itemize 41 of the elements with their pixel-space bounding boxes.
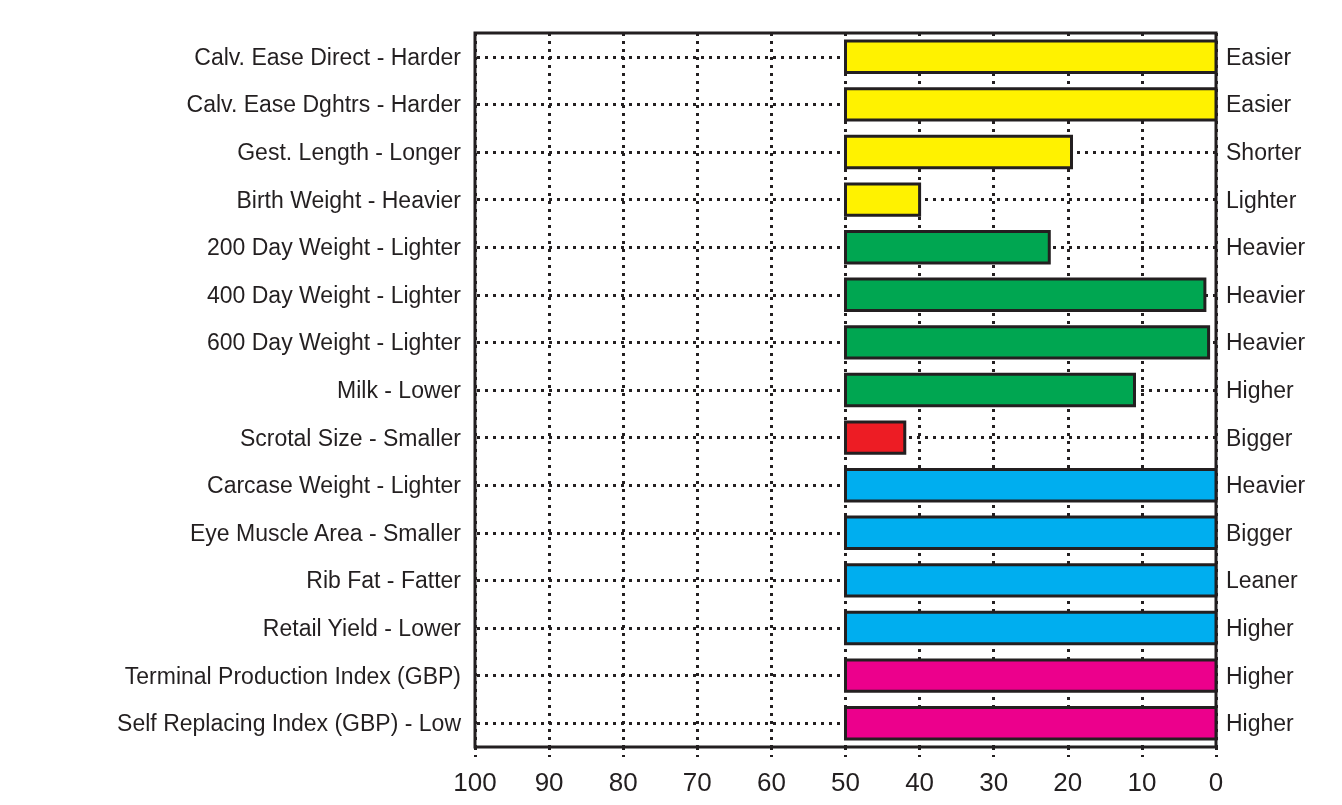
y-tick-label: Carcase Weight - Lighter — [207, 472, 462, 499]
y-tick-label: Calv. Ease Dghtrs - Harder — [186, 91, 462, 118]
x-tick-label: 20 — [1053, 767, 1083, 797]
y-tick-label: Scrotal Size - Smaller — [239, 424, 462, 451]
x-tick-label: 40 — [905, 767, 935, 797]
y2-tick-label: Bigger — [1226, 424, 1293, 451]
x-tick-label: 50 — [831, 767, 860, 797]
y-tick-label: 200 Day Weight - Lighter — [207, 234, 462, 261]
x-tick-label: 0 — [1208, 767, 1224, 797]
y2-tick-label: Higher — [1226, 662, 1295, 689]
x-tick-label: 10 — [1127, 767, 1157, 797]
y-tick-label: Birth Weight - Heavier — [236, 186, 462, 213]
y2-tick-label: Easier — [1226, 43, 1292, 70]
y2-tick-label: Heavier — [1226, 472, 1306, 499]
x-tick-label: 80 — [608, 767, 638, 797]
y2-tick-label: Higher — [1226, 615, 1295, 641]
y2-tick-label: Shorter — [1226, 139, 1302, 165]
y-tick-label: Terminal Production Index (GBP) — [124, 662, 461, 689]
y-tick-label: Rib Fat - Fatter — [306, 567, 462, 594]
y2-tick-label: Heavier — [1226, 281, 1306, 308]
y2-tick-label: Higher — [1226, 710, 1295, 737]
y2-tick-label: Bigger — [1226, 519, 1293, 546]
y2-tick-label: Higher — [1226, 377, 1295, 403]
x-tick-label: 30 — [979, 767, 1009, 797]
y-tick-label: Eye Muscle Area - Smaller — [190, 519, 462, 546]
y2-tick-label: Heavier — [1226, 234, 1306, 261]
y-tick-label: 400 Day Weight - Lighter — [207, 281, 462, 308]
x-tick-label: 70 — [682, 767, 712, 797]
x-tick-label: 90 — [534, 767, 564, 797]
y-tick-label: Retail Yield - Lower — [262, 615, 462, 641]
y-tick-label: Self Replacing Index (GBP) - Low — [117, 710, 462, 737]
y-tick-label: Milk - Lower — [337, 377, 462, 403]
y-tick-label: Calv. Ease Direct - Harder — [194, 43, 462, 70]
y-tick-label: 600 Day Weight - Lighter — [207, 329, 462, 356]
y2-tick-label: Lighter — [1226, 186, 1297, 213]
y-tick-label: Gest. Length - Longer — [237, 139, 462, 165]
y2-tick-label: Leaner — [1226, 567, 1298, 594]
y2-tick-label: Heavier — [1226, 329, 1306, 356]
y2-tick-label: Easier — [1226, 91, 1292, 118]
x-tick-label: 100 — [453, 767, 497, 797]
x-tick-label: 60 — [756, 767, 786, 797]
